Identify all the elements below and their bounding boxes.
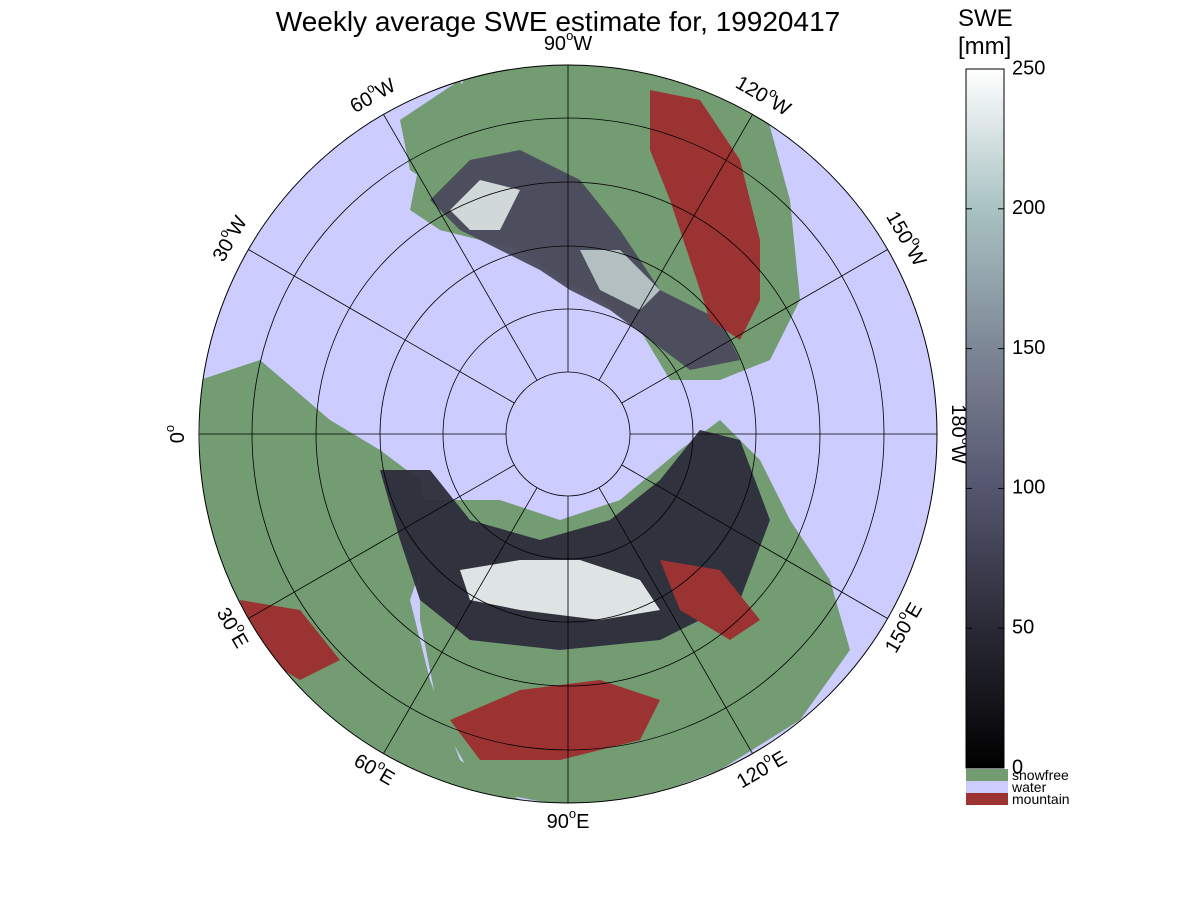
- colorbar-gradient: [965, 68, 1005, 769]
- colorbar-tick-label-5: 250: [1012, 57, 1045, 79]
- mountain-himalaya: [450, 680, 660, 760]
- polar-map: [199, 65, 937, 803]
- colorbar-tick-label-4: 200: [1012, 197, 1045, 219]
- colorbar-tick-label-1: 50: [1012, 616, 1034, 638]
- longitude-label-3: 90oE: [547, 806, 590, 833]
- colorbar-title-line2: [mm]: [958, 33, 1011, 60]
- colorbar-tick-label-3: 150: [1012, 337, 1045, 359]
- map-title: Weekly average SWE estimate for, 1992041…: [276, 6, 840, 37]
- map-border: [198, 64, 938, 804]
- meridian-5: [621, 464, 888, 619]
- longitude-label-6: 180oW: [947, 404, 974, 464]
- legend-label-snowfree: snowfree: [1012, 767, 1069, 783]
- legend-label-water: water: [1011, 779, 1047, 795]
- colorbar-title-line1: SWE: [958, 5, 1013, 32]
- meridian-2: [383, 487, 538, 754]
- longitude-label-9: 90oW: [544, 28, 592, 55]
- mountain-siberia: [660, 560, 760, 640]
- legend-swatch-snowfree: [966, 769, 1008, 781]
- colorbar: SWE [mm] 0 50 100 150 200 250: [958, 5, 1045, 778]
- longitude-label-0: 0o: [162, 425, 189, 443]
- legend-swatch-mountain: [966, 793, 1008, 805]
- legend-swatch-water: [966, 781, 1008, 793]
- snow-eurasia-high: [460, 560, 660, 620]
- meridian-1: [248, 464, 515, 619]
- meridian-11: [248, 249, 515, 404]
- meridian-10: [383, 114, 538, 381]
- colorbar-ticks: 0 50 100 150 200 250: [966, 57, 1045, 778]
- legend-label-mountain: mountain: [1012, 791, 1070, 807]
- snow-north-america-high-2: [580, 250, 660, 310]
- meridian-4: [598, 487, 753, 754]
- mountain-rockies: [650, 90, 760, 340]
- meridian-8: [598, 114, 753, 381]
- colorbar-tick-label-0: 0: [1012, 756, 1023, 778]
- meridian-7: [621, 249, 888, 404]
- mountain-alps: [240, 600, 340, 680]
- land-greenland: [400, 80, 480, 190]
- meridians: [199, 65, 937, 803]
- snow-north-america-high: [450, 180, 520, 230]
- colorbar-tick-label-2: 100: [1012, 477, 1045, 499]
